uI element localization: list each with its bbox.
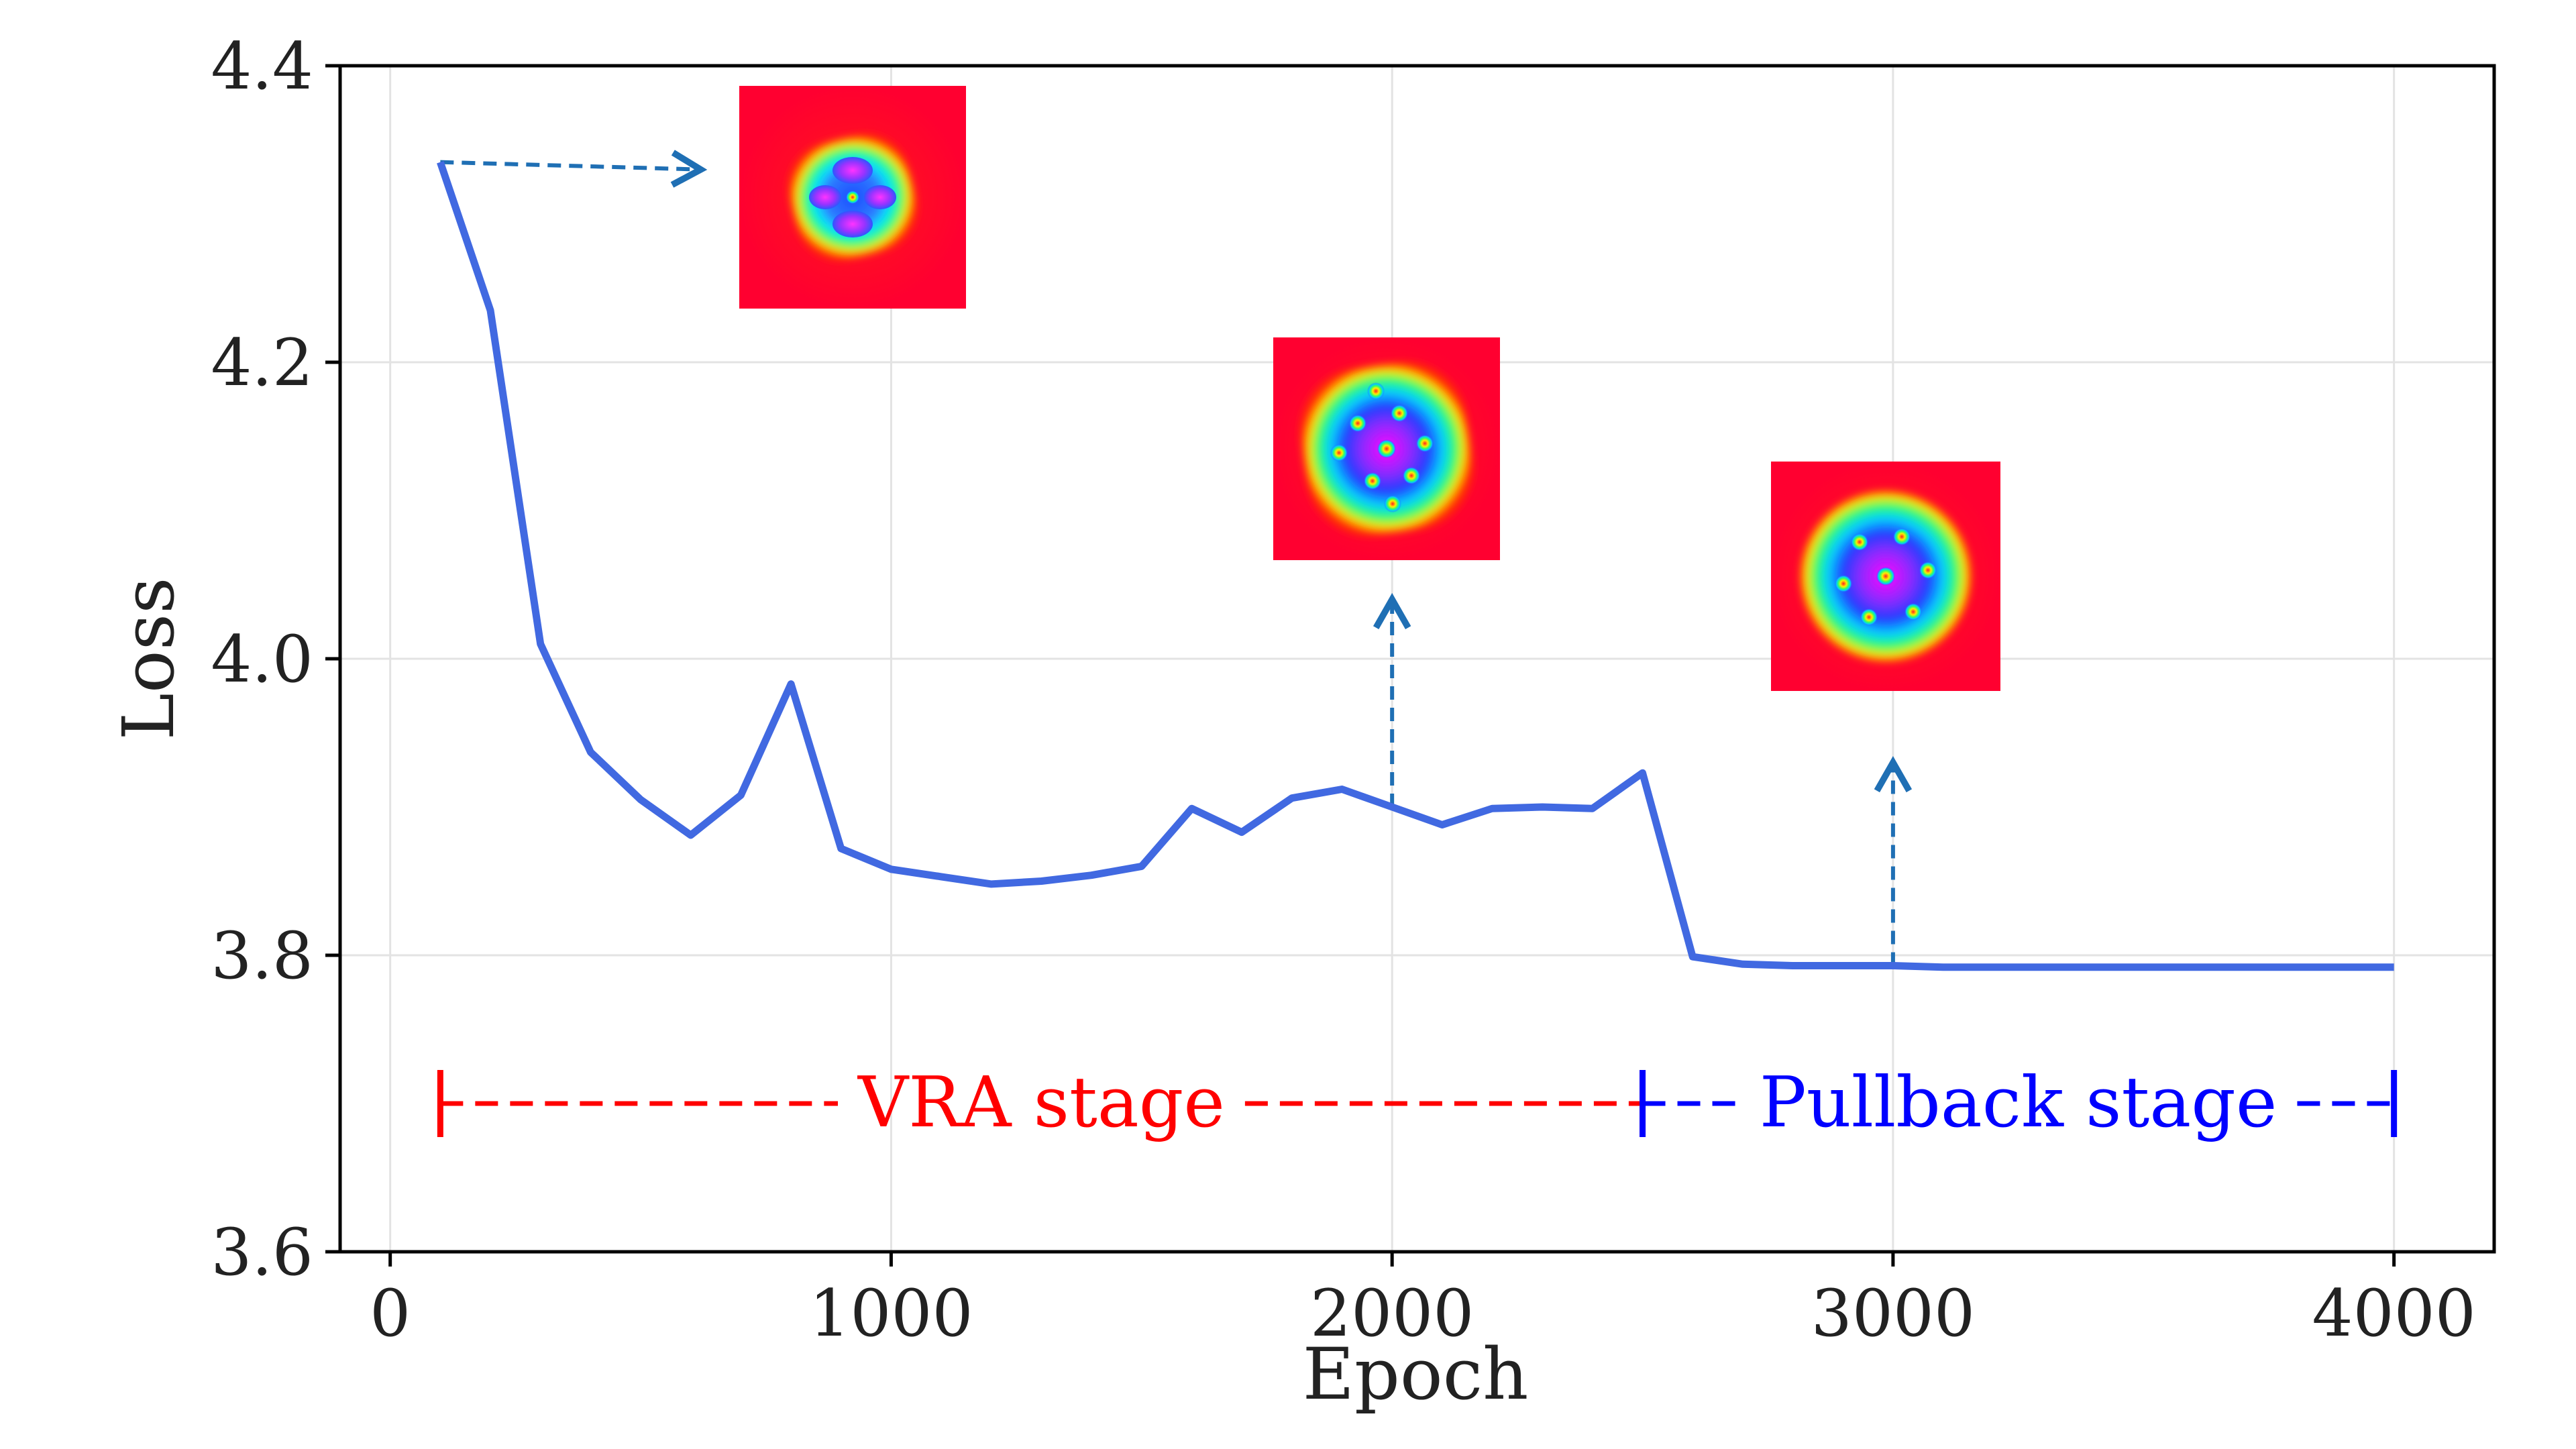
y-axis-title: Loss	[107, 577, 190, 740]
x-tick-label: 3000	[1811, 1276, 1975, 1351]
snapshot-image-late	[1771, 462, 2000, 691]
y-tick-label: 3.6	[211, 1215, 313, 1290]
x-tick-label: 1000	[809, 1276, 973, 1351]
x-tick-label: 2000	[1310, 1276, 1474, 1351]
x-axis-title: Epoch	[1303, 1333, 1529, 1415]
annotation-arrows	[440, 150, 1913, 966]
x-tick-label: 4000	[2312, 1276, 2475, 1351]
stage-pullback: Pullback stage	[1640, 1061, 2398, 1143]
stage-label: VRA stage	[857, 1061, 1225, 1143]
x-tick-label: 0	[370, 1276, 411, 1351]
y-tick-label: 3.8	[211, 918, 313, 994]
y-tick-label: 4.4	[211, 29, 313, 104]
stage-label: Pullback stage	[1760, 1061, 2277, 1143]
snapshot-image-early	[739, 86, 966, 309]
snapshot-image-mid	[1273, 337, 1500, 560]
y-axis: 3.6 3.8 4.0 4.2 4.4	[211, 29, 340, 1290]
loss-series-line	[437, 160, 2394, 971]
y-tick-label: 4.0	[211, 622, 313, 697]
annotation-arrow	[440, 150, 708, 188]
x-axis: 0 1000 2000 3000 4000	[370, 1252, 2476, 1351]
stage-indicators: VRA stage Pullback stage	[437, 1061, 2398, 1143]
y-tick-label: 4.2	[211, 325, 313, 400]
stage-vra: VRA stage	[437, 1061, 1646, 1143]
